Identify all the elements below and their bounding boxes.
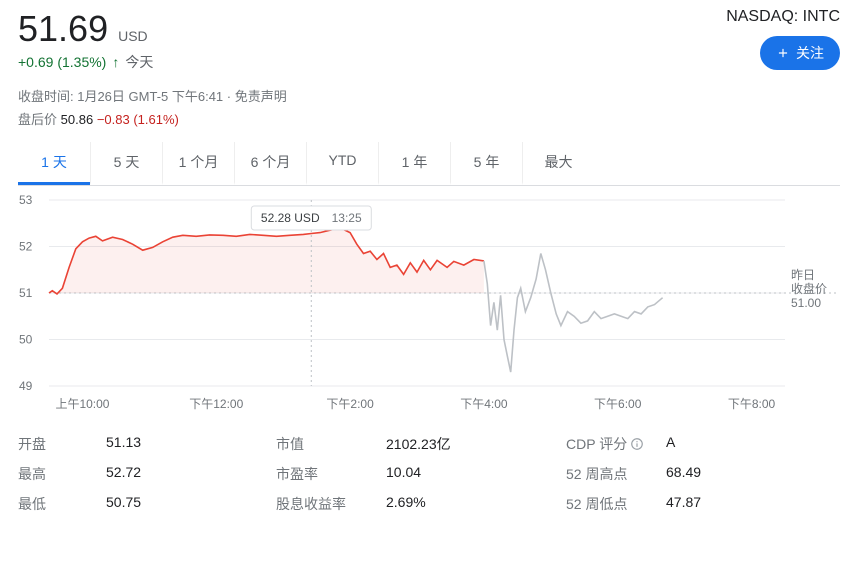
ticker: NASDAQ: INTC xyxy=(726,8,840,26)
svg-text:下午12:00: 下午12:00 xyxy=(189,397,243,411)
today-label: 今天 xyxy=(125,52,153,72)
disclaimer-link[interactable]: 免责声明 xyxy=(235,89,287,104)
tab-range[interactable]: 1 个月 xyxy=(162,142,234,185)
svg-text:上午10:00: 上午10:00 xyxy=(55,397,109,411)
afterhours-label: 盘后价 xyxy=(18,112,57,127)
afterhours-line: 盘后价 50.86 −0.83 (1.61%) xyxy=(18,109,840,128)
change-line: +0.69 (1.35%) ↑ 今天 xyxy=(18,52,153,72)
stat-label: CDP 评分 xyxy=(566,434,666,454)
time-range-tabs: 1 天5 天1 个月6 个月YTD1 年5 年最大 xyxy=(18,142,840,186)
svg-text:下午2:00: 下午2:00 xyxy=(326,397,374,411)
close-time-text: 收盘时间: 1月26日 GMT-5 下午6:41 xyxy=(18,89,223,104)
stat-value: A xyxy=(666,434,746,454)
stats-grid: 开盘51.13市值2102.23亿CDP 评分A最高52.72市盈率10.045… xyxy=(18,434,840,514)
svg-text:昨日: 昨日 xyxy=(791,268,815,282)
price-change: +0.69 (1.35%) xyxy=(18,54,106,70)
tab-range[interactable]: 6 个月 xyxy=(234,142,306,185)
stat-value: 52.72 xyxy=(106,464,276,484)
tab-range[interactable]: 5 年 xyxy=(450,142,522,185)
stat-value: 50.75 xyxy=(106,494,276,514)
stat-value: 68.49 xyxy=(666,464,746,484)
svg-text:下午4:00: 下午4:00 xyxy=(460,397,508,411)
svg-text:下午8:00: 下午8:00 xyxy=(728,397,776,411)
price-block: 51.69 USD +0.69 (1.35%) ↑ 今天 xyxy=(18,8,153,72)
stat-label: 股息收益率 xyxy=(276,494,386,514)
stat-value: 10.04 xyxy=(386,464,566,484)
stat-label: 市盈率 xyxy=(276,464,386,484)
price-currency: USD xyxy=(118,28,148,44)
svg-text:52.28 USD 13:25: 52.28 USD 13:25 xyxy=(261,211,362,225)
stat-label: 市值 xyxy=(276,434,386,454)
svg-text:51.00: 51.00 xyxy=(791,296,821,310)
svg-text:收盘价: 收盘价 xyxy=(791,281,827,296)
stat-value: 47.87 xyxy=(666,494,746,514)
stat-label: 52 周高点 xyxy=(566,464,666,484)
plus-icon xyxy=(776,46,790,60)
stat-value: 2102.23亿 xyxy=(386,434,566,454)
close-info: 收盘时间: 1月26日 GMT-5 下午6:41 · 免责声明 xyxy=(18,86,840,105)
tab-range[interactable]: 1 天 xyxy=(18,142,90,185)
stat-label: 开盘 xyxy=(18,434,106,454)
svg-text:下午6:00: 下午6:00 xyxy=(594,397,642,411)
ticker-symbol: INTC xyxy=(803,8,840,25)
price-arrow-icon: ↑ xyxy=(112,54,119,70)
price-value: 51.69 xyxy=(18,8,108,50)
info-icon xyxy=(630,437,644,451)
price-chart[interactable]: 49 50 51 52 53 昨日收盘价51.00 上午10:00 下午12:00 下午2:00… xyxy=(18,190,840,418)
exchange-label: NASDAQ: xyxy=(726,8,798,25)
stat-label: 最低 xyxy=(18,494,106,514)
stat-value: 2.69% xyxy=(386,494,566,514)
afterhours-change: −0.83 (1.61%) xyxy=(97,112,179,127)
tab-range[interactable]: 5 天 xyxy=(90,142,162,185)
stat-label: 最高 xyxy=(18,464,106,484)
tab-range[interactable]: YTD xyxy=(306,142,378,185)
header-row: 51.69 USD +0.69 (1.35%) ↑ 今天 NASDAQ: INT… xyxy=(18,8,840,72)
tab-range[interactable]: 最大 xyxy=(522,142,594,185)
tab-range[interactable]: 1 年 xyxy=(378,142,450,185)
svg-text:53: 53 xyxy=(19,193,33,207)
follow-label: 关注 xyxy=(796,43,824,63)
stat-label: 52 周低点 xyxy=(566,494,666,514)
chart-area[interactable]: 49 50 51 52 53 昨日收盘价51.00 上午10:00 下午12:00 下午2:00… xyxy=(18,190,840,418)
stat-value: 51.13 xyxy=(106,434,276,454)
afterhours-price: 50.86 xyxy=(61,112,94,127)
svg-text:52: 52 xyxy=(19,240,33,254)
price-line: 51.69 USD xyxy=(18,8,153,50)
right-header: NASDAQ: INTC 关注 xyxy=(726,8,840,70)
svg-text:49: 49 xyxy=(19,379,33,393)
svg-text:50: 50 xyxy=(19,333,33,347)
svg-text:51: 51 xyxy=(19,286,33,300)
follow-button[interactable]: 关注 xyxy=(760,36,840,70)
